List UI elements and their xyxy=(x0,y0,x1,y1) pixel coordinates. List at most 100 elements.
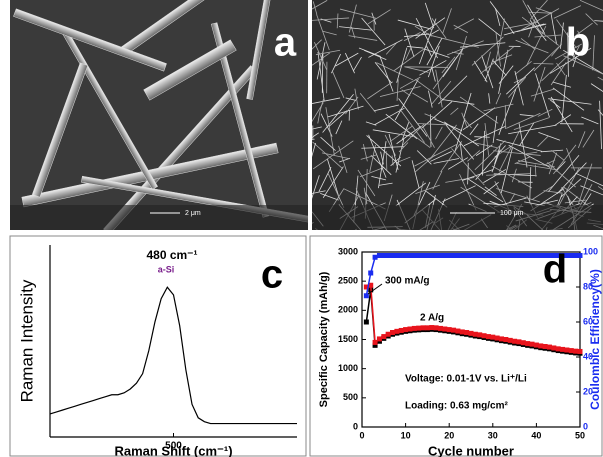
nanowire xyxy=(513,117,550,130)
nanowire xyxy=(541,50,573,82)
data-point xyxy=(403,253,409,258)
nanowire xyxy=(316,42,326,80)
nanowire xyxy=(486,173,531,176)
data-point xyxy=(407,253,413,258)
data-point xyxy=(529,341,535,347)
nanowire xyxy=(498,89,517,135)
data-point xyxy=(363,319,369,325)
nanowire xyxy=(519,8,560,32)
nanowire xyxy=(498,130,520,172)
nanowire xyxy=(525,151,538,155)
nanowire xyxy=(473,61,488,83)
nanowire xyxy=(435,69,443,108)
nanowire xyxy=(312,17,350,21)
nanowire xyxy=(581,116,599,125)
nanowire xyxy=(597,109,603,117)
data-point xyxy=(442,253,448,258)
nanowire xyxy=(385,42,397,55)
nanowire xyxy=(493,173,537,177)
data-point xyxy=(507,337,513,343)
scale-bar-label: 2 μm xyxy=(185,210,201,217)
nanowire xyxy=(590,83,603,92)
nanowire xyxy=(416,123,450,126)
y2-tick-label: 0 xyxy=(583,421,588,431)
nanowire xyxy=(530,88,555,97)
nanowire xyxy=(321,53,324,93)
nanowire xyxy=(431,18,447,39)
nanowire xyxy=(551,150,565,161)
y-tick-label: 3000 xyxy=(338,246,358,256)
nanowire xyxy=(495,92,502,105)
nanowire xyxy=(514,156,531,165)
x-tick-label: 10 xyxy=(401,430,411,440)
nanowire xyxy=(556,19,577,49)
y-tick-label: 1500 xyxy=(338,334,358,344)
nanowire xyxy=(345,97,356,101)
nanowire xyxy=(571,22,593,39)
data-point xyxy=(525,341,531,347)
nanowire xyxy=(312,175,320,199)
nanowire xyxy=(553,144,577,175)
data-point xyxy=(437,325,443,331)
nanowire xyxy=(424,113,437,119)
nanowire xyxy=(519,114,535,117)
nanowire xyxy=(548,152,558,175)
annotation: Loading: 0.63 mg/cm² xyxy=(405,401,508,412)
nanowire xyxy=(366,135,402,167)
nanowire xyxy=(399,76,421,89)
data-point xyxy=(551,345,557,351)
data-point xyxy=(577,348,583,354)
nanowire xyxy=(434,118,463,132)
nanowire xyxy=(517,160,555,168)
annotation: 480 cm⁻¹ xyxy=(146,248,197,262)
nanowire xyxy=(508,124,557,135)
data-point xyxy=(381,334,387,340)
nanowire xyxy=(415,17,446,39)
nanowire xyxy=(415,154,436,173)
nanowire xyxy=(520,38,536,50)
nanowire xyxy=(554,114,572,126)
data-point xyxy=(424,325,430,331)
x-tick-label: 40 xyxy=(531,430,541,440)
sem-image-a: 2 μm a xyxy=(10,0,308,230)
nanowire xyxy=(550,96,573,133)
nanowire xyxy=(418,18,437,65)
nanowire xyxy=(537,108,553,117)
nanowire xyxy=(430,114,432,148)
data-point xyxy=(516,253,522,258)
data-point xyxy=(551,253,557,258)
data-point xyxy=(568,348,574,354)
data-point xyxy=(538,343,544,349)
data-point xyxy=(372,254,378,260)
nanowire xyxy=(404,33,430,38)
nanowire xyxy=(494,143,502,165)
nanowire xyxy=(575,172,603,187)
nanowire xyxy=(429,29,439,36)
nanowire xyxy=(425,190,448,208)
data-point xyxy=(385,331,391,337)
data-point xyxy=(485,253,491,258)
data-point xyxy=(546,344,552,350)
nanowire xyxy=(580,185,603,196)
nanowire xyxy=(579,0,603,11)
nanowire xyxy=(398,142,409,153)
data-point xyxy=(446,327,452,333)
nanowire xyxy=(312,140,354,170)
data-point xyxy=(577,253,583,258)
nanowire xyxy=(474,140,506,171)
nanowire xyxy=(379,56,394,92)
nanowire xyxy=(422,126,435,148)
data-point xyxy=(533,342,539,348)
nanowire xyxy=(475,144,493,156)
nanowire xyxy=(441,56,456,74)
panel-label: d xyxy=(543,248,567,292)
x-tick-label: 50 xyxy=(575,430,585,440)
nanowire xyxy=(414,144,457,167)
data-point xyxy=(503,253,509,258)
nanowire xyxy=(428,90,433,108)
nanowire xyxy=(498,49,509,94)
nanowire xyxy=(359,93,376,113)
nanowire xyxy=(555,161,566,172)
data-point xyxy=(468,330,474,336)
